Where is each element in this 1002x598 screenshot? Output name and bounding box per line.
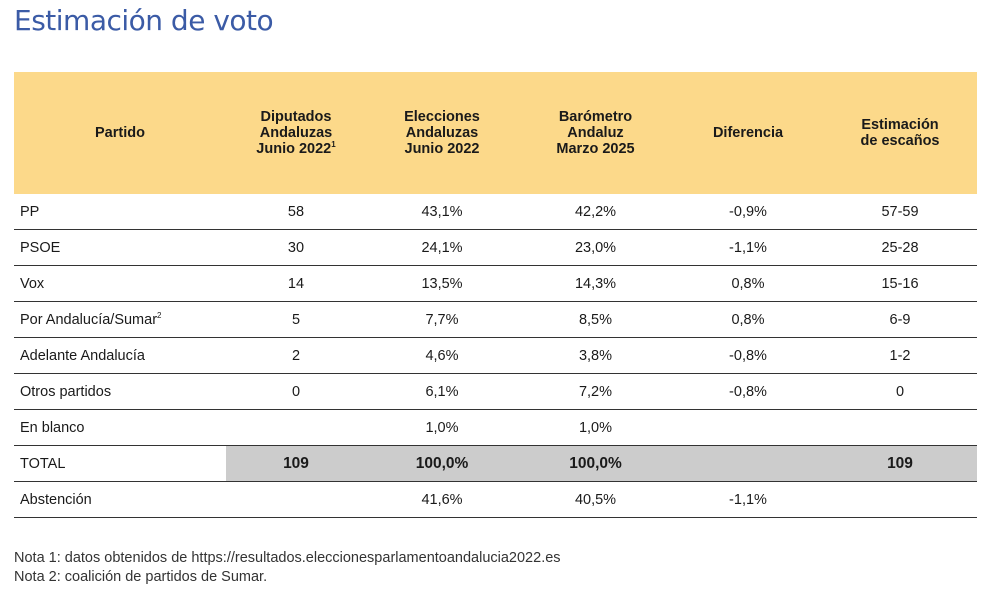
header-elecciones-line3: Junio 2022: [404, 141, 480, 157]
table-row: En blanco 1,0% 1,0%: [14, 409, 977, 446]
barometro-cell: 3,8%: [518, 337, 673, 374]
barometro-cell: 8,5%: [518, 301, 673, 338]
diferencia-cell: -0,8%: [673, 373, 823, 410]
barometro-cell: 23,0%: [518, 229, 673, 266]
party-name: Por Andalucía/Sumar: [20, 311, 158, 328]
elecciones-cell: 1,0%: [366, 409, 518, 446]
header-escanos-line2: de escaños: [860, 133, 940, 149]
barometro-cell: 1,0%: [518, 409, 673, 446]
header-diputados-line3: Junio 20221: [230, 141, 362, 157]
barometro-cell: 14,3%: [518, 265, 673, 302]
table-header-row: Partido Diputados Andaluzas Junio 20221 …: [14, 72, 977, 194]
party-cell: Abstención: [14, 481, 226, 518]
diferencia-cell: 0,8%: [673, 301, 823, 338]
elecciones-cell: 13,5%: [366, 265, 518, 302]
table-row: Otros partidos 0 6,1% 7,2% -0,8% 0: [14, 373, 977, 410]
party-name: PSOE: [20, 239, 61, 256]
diputados-cell: 0: [226, 373, 366, 410]
diputados-cell: 58: [226, 194, 366, 230]
elecciones-cell: 4,6%: [366, 337, 518, 374]
escanos-cell: 15-16: [823, 265, 977, 302]
escanos-cell: [823, 481, 977, 518]
escanos-cell: 6-9: [823, 301, 977, 338]
party-name: Otros partidos: [20, 383, 112, 400]
header-barometro-line1: Barómetro: [558, 109, 633, 125]
header-escanos: Estimación de escaños: [823, 72, 977, 194]
diputados-cell: 2: [226, 337, 366, 374]
party-name: Abstención: [20, 491, 92, 508]
party-name: Adelante Andalucía: [20, 347, 145, 364]
party-cell: PP: [14, 194, 226, 230]
header-diputados-line2: Andaluzas: [259, 125, 333, 141]
total-diputados-cell: 109: [226, 445, 366, 482]
party-footnote: 2: [157, 310, 162, 320]
barometro-cell: 42,2%: [518, 194, 673, 230]
elecciones-cell: 7,7%: [366, 301, 518, 338]
diferencia-cell: -1,1%: [673, 229, 823, 266]
party-name: En blanco: [20, 419, 85, 436]
table-row: PP 58 43,1% 42,2% -0,9% 57-59: [14, 194, 977, 230]
header-barometro-line3: Marzo 2025: [556, 141, 635, 157]
header-diputados: Diputados Andaluzas Junio 20221: [226, 72, 366, 194]
party-name: TOTAL: [20, 455, 66, 472]
diferencia-cell: -1,1%: [673, 481, 823, 518]
vote-estimate-table: Partido Diputados Andaluzas Junio 20221 …: [14, 72, 977, 518]
party-cell: Otros partidos: [14, 373, 226, 410]
party-cell: En blanco: [14, 409, 226, 446]
total-escanos-cell: 109: [823, 445, 977, 482]
escanos-cell: 57-59: [823, 194, 977, 230]
diputados-cell: 14: [226, 265, 366, 302]
header-elecciones: Elecciones Andaluzas Junio 2022: [366, 72, 518, 194]
footnote-marker-1: 1: [331, 140, 336, 150]
header-partido: Partido: [14, 72, 226, 194]
elecciones-cell: 6,1%: [366, 373, 518, 410]
header-elecciones-line2: Andaluzas: [405, 125, 479, 141]
header-diputados-line3-text: Junio 2022: [256, 141, 332, 157]
party-cell: TOTAL: [14, 445, 226, 482]
header-escanos-line1: Estimación: [861, 117, 939, 133]
table-row: Vox 14 13,5% 14,3% 0,8% 15-16: [14, 265, 977, 302]
barometro-cell: 7,2%: [518, 373, 673, 410]
header-diferencia: Diferencia: [673, 72, 823, 194]
elecciones-cell: 43,1%: [366, 194, 518, 230]
escanos-cell: [823, 409, 977, 446]
elecciones-cell: 24,1%: [366, 229, 518, 266]
escanos-cell: 0: [823, 373, 977, 410]
diferencia-cell: -0,8%: [673, 337, 823, 374]
diputados-cell: [226, 481, 366, 518]
party-cell: Adelante Andalucía: [14, 337, 226, 374]
total-barometro-cell: 100,0%: [518, 445, 673, 482]
party-name: Vox: [20, 275, 45, 292]
header-elecciones-line1: Elecciones: [404, 109, 480, 125]
diferencia-cell: 0,8%: [673, 265, 823, 302]
table-row: Adelante Andalucía 2 4,6% 3,8% -0,8% 1-2: [14, 337, 977, 374]
diferencia-cell: [673, 409, 823, 446]
table-row: Abstención 41,6% 40,5% -1,1%: [14, 481, 977, 518]
total-row: TOTAL 109 100,0% 100,0% 109: [14, 445, 977, 482]
table-row: PSOE 30 24,1% 23,0% -1,1% 25-28: [14, 229, 977, 266]
header-diputados-line1: Diputados: [260, 109, 332, 125]
footnotes: Nota 1: datos obtenidos de https://resul…: [14, 549, 561, 587]
diputados-cell: [226, 409, 366, 446]
escanos-cell: 1-2: [823, 337, 977, 374]
diputados-cell: 5: [226, 301, 366, 338]
party-cell: Por Andalucía/Sumar2: [14, 301, 226, 338]
diputados-cell: 30: [226, 229, 366, 266]
total-elecciones-cell: 100,0%: [366, 445, 518, 482]
barometro-cell: 40,5%: [518, 481, 673, 518]
table-row: Por Andalucía/Sumar2 5 7,7% 8,5% 0,8% 6-…: [14, 301, 977, 338]
party-name: PP: [20, 203, 40, 220]
header-barometro-line2: Andaluz: [567, 125, 624, 141]
page-title: Estimación de voto: [14, 4, 274, 37]
header-barometro: Barómetro Andaluz Marzo 2025: [518, 72, 673, 194]
party-cell: PSOE: [14, 229, 226, 266]
footnote-1: Nota 1: datos obtenidos de https://resul…: [14, 550, 561, 566]
diferencia-cell: -0,9%: [673, 194, 823, 230]
footnote-2: Nota 2: coalición de partidos de Sumar.: [14, 569, 268, 585]
elecciones-cell: 41,6%: [366, 481, 518, 518]
escanos-cell: 25-28: [823, 229, 977, 266]
party-cell: Vox: [14, 265, 226, 302]
total-diferencia-cell: [673, 445, 823, 482]
